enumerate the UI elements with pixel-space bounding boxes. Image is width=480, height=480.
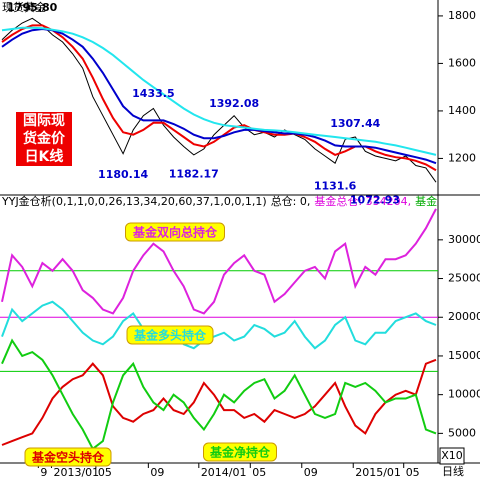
annotation: 1433.5 bbox=[132, 87, 174, 100]
annotation: 1307.44 bbox=[330, 117, 380, 130]
legend-label: 基金净持仓 bbox=[209, 445, 271, 460]
annotation: 1072.93 bbox=[350, 194, 400, 207]
header-part: 基金 bbox=[415, 194, 437, 208]
series-line bbox=[1, 17, 437, 183]
legend-box bbox=[203, 442, 277, 462]
legend-label: 基金多头持仓 bbox=[133, 328, 207, 343]
y-tick-label: 5000 bbox=[448, 426, 476, 439]
series-line bbox=[1, 27, 437, 165]
annotation: 1182.17 bbox=[169, 168, 219, 181]
y-tick-label: 1200 bbox=[448, 151, 476, 164]
subtitle: 日K线 bbox=[25, 148, 64, 165]
annotation: 1180.14 bbox=[98, 168, 148, 181]
y-tick-label: 1600 bbox=[448, 56, 476, 69]
x-unit: 日线 bbox=[442, 464, 464, 478]
zoom-label: X10 bbox=[441, 449, 463, 462]
subtitle: 货金价 bbox=[22, 130, 66, 147]
legend-box bbox=[24, 447, 112, 467]
zoom-box bbox=[439, 447, 465, 465]
legend-box bbox=[125, 222, 225, 242]
series-line bbox=[1, 208, 437, 315]
x-tick-label: 05 bbox=[252, 466, 266, 479]
x-tick-label: 2013/01 bbox=[53, 466, 99, 479]
series-line bbox=[1, 300, 437, 350]
header-part: YYJ金仓析(0,1,1,0,0,26,13,34,20,60,37,1,0,0… bbox=[1, 194, 267, 208]
legend-label: 基金空头持仓 bbox=[31, 450, 105, 465]
x-tick-label: 05 bbox=[98, 466, 112, 479]
y-tick-label: 10000 bbox=[448, 388, 480, 401]
x-tick-label: 09 bbox=[150, 466, 164, 479]
y-tick-label: 1800 bbox=[448, 9, 476, 22]
y-tick-label: 20000 bbox=[448, 310, 480, 323]
chart-title: 现货黄金 bbox=[2, 0, 46, 14]
subtitle: 国际现 bbox=[23, 113, 65, 129]
legend-label: 基金双向总持仓 bbox=[132, 225, 218, 240]
indicator-header: YYJ金仓析(0,1,1,0,0,26,13,34,20,60,37,1,0,0… bbox=[1, 194, 437, 208]
series-line bbox=[1, 338, 437, 451]
y-tick-label: 15000 bbox=[448, 349, 480, 362]
annotation: 1392.08 bbox=[209, 97, 259, 110]
header-part: 总仓: 0, bbox=[271, 194, 311, 208]
x-tick-label: 2014/01 bbox=[201, 466, 247, 479]
y-tick-label: 30000 bbox=[448, 233, 480, 246]
x-tick-label: 9 bbox=[40, 466, 47, 479]
x-tick-label: 2015/01 bbox=[355, 466, 401, 479]
y-tick-label: 25000 bbox=[448, 272, 480, 285]
series-line bbox=[1, 26, 437, 156]
x-tick-label: 09 bbox=[304, 466, 318, 479]
x-tick-label: 05 bbox=[406, 466, 420, 479]
annotation: 1131.6 bbox=[314, 180, 357, 193]
y-tick-label: 1400 bbox=[448, 104, 476, 117]
legend-box bbox=[126, 325, 214, 345]
annotation: 1795.80 bbox=[7, 1, 57, 14]
header-part: 基金总仓: 334204, bbox=[314, 194, 411, 208]
subtitle-box bbox=[16, 112, 72, 166]
